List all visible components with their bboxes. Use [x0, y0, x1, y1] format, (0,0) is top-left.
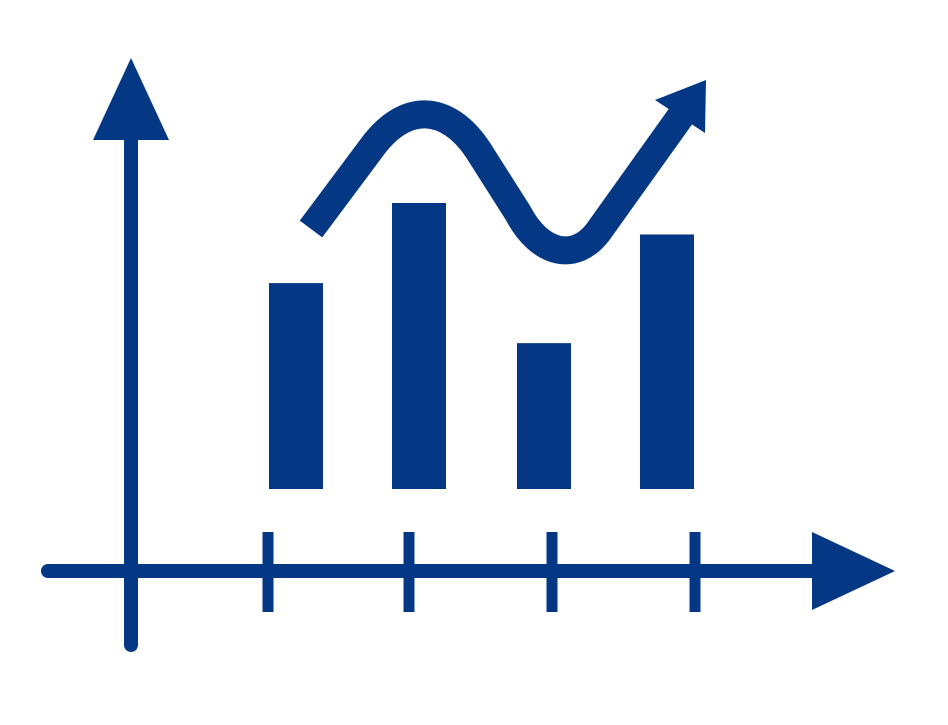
y-axis-arrowhead: [93, 58, 169, 140]
trend-line: [299, 100, 695, 265]
chart-bar: [269, 283, 323, 489]
chart-bar: [640, 234, 694, 489]
chart-bar: [517, 343, 571, 489]
chart-bar: [392, 203, 446, 489]
trend-arrowhead: [655, 80, 706, 133]
x-axis-arrowhead: [812, 532, 895, 610]
